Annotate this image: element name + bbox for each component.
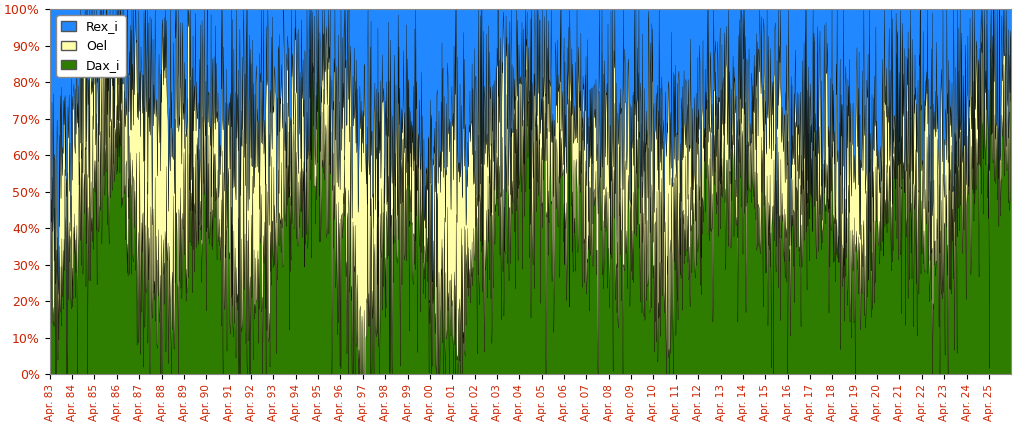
Legend: Rex_i, Oel, Dax_i: Rex_i, Oel, Dax_i [56, 15, 126, 77]
